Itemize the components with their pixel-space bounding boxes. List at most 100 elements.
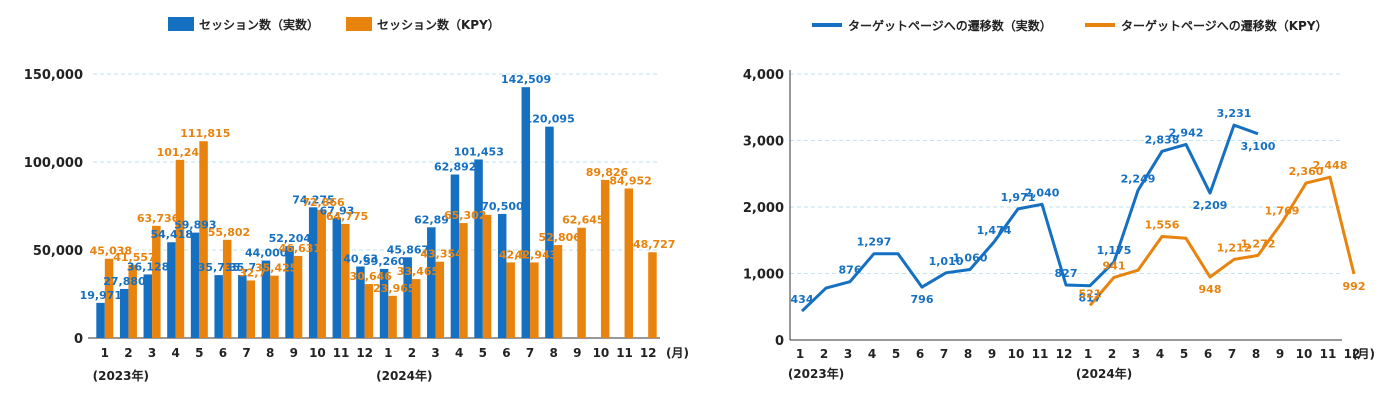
x-tick-label: 12 bbox=[640, 346, 657, 360]
data-label-actual: 59,893 bbox=[174, 219, 216, 232]
x-tick-label: 3 bbox=[844, 347, 852, 361]
x-tick-label: 9 bbox=[1276, 347, 1284, 361]
legend-label-kpy: セッション数（KPY） bbox=[377, 17, 500, 32]
x-tick-label: 5 bbox=[892, 347, 900, 361]
data-label-actual: 120,095 bbox=[525, 113, 575, 126]
data-label-actual: 62,89 bbox=[414, 213, 449, 226]
x-tick-label: 9 bbox=[573, 346, 581, 360]
x-tick-label: 2 bbox=[124, 346, 132, 360]
data-label-actual: 1,010 bbox=[929, 255, 964, 268]
y-tick-label: 50,000 bbox=[33, 244, 83, 259]
transitions-line-chart: ターゲットページへの遷移数（実数） ターゲットページへの遷移数（KPY） 0 1,00… bbox=[743, 18, 1375, 381]
year-label-2023: (2023年) bbox=[93, 368, 149, 383]
year-label-2023: (2023年) bbox=[788, 366, 844, 381]
bar-kpy bbox=[530, 262, 539, 338]
data-label-kpy: 1,212 bbox=[1217, 241, 1252, 254]
data-label-actual: 3,100 bbox=[1241, 140, 1276, 153]
bar-kpy bbox=[648, 252, 657, 338]
data-label-actual: 54,418 bbox=[150, 228, 192, 241]
bar-actual bbox=[238, 275, 247, 338]
bar-kpy bbox=[435, 261, 445, 338]
bar-kpy bbox=[222, 239, 232, 338]
data-label-kpy: 35,425 bbox=[255, 262, 297, 275]
data-label-kpy: 55,802 bbox=[208, 226, 250, 239]
bar-kpy bbox=[104, 258, 114, 338]
data-label-kpy: 89,826 bbox=[586, 166, 629, 179]
x-tick-label: 10 bbox=[1008, 347, 1025, 361]
y-tick-label: 150,000 bbox=[24, 68, 83, 83]
bar-kpy bbox=[482, 214, 492, 338]
x-tick-label: 11 bbox=[1320, 347, 1337, 361]
data-label-kpy: 41,557 bbox=[113, 251, 155, 264]
data-label-actual: 1,474 bbox=[977, 224, 1012, 237]
bar-actual bbox=[403, 257, 412, 338]
transitions-legend: ターゲットページへの遷移数（実数） ターゲットページへの遷移数（KPY） bbox=[812, 18, 1328, 33]
data-label-kpy: 521 bbox=[1079, 287, 1102, 300]
bar-kpy bbox=[459, 223, 468, 338]
data-label-kpy: 42,9 bbox=[499, 248, 526, 261]
data-label-actual: 817 bbox=[1079, 292, 1102, 305]
bar-kpy bbox=[293, 255, 303, 338]
x-tick-label: 2 bbox=[820, 347, 828, 361]
series-line-kpy bbox=[1088, 175, 1356, 307]
bar-kpy bbox=[270, 275, 279, 338]
data-label-actual: 36,128 bbox=[127, 260, 169, 273]
bar-actual bbox=[285, 246, 294, 338]
bar-kpy bbox=[175, 159, 185, 338]
y-tick-label: 1,000 bbox=[743, 268, 784, 283]
data-label-actual: 434 bbox=[791, 293, 814, 306]
x-tick-label: 11 bbox=[333, 346, 350, 360]
data-label-actual: 827 bbox=[1055, 267, 1078, 280]
x-tick-label: 4 bbox=[172, 346, 180, 360]
legend-label-kpy: ターゲットページへの遷移数（KPY） bbox=[1121, 18, 1328, 33]
x-tick-label: 6 bbox=[1204, 347, 1212, 361]
data-label-actual: 45,867 bbox=[387, 243, 429, 256]
data-label-kpy: 52,806 bbox=[538, 231, 581, 244]
data-label-kpy: 111,815 bbox=[180, 127, 230, 140]
bar-kpy bbox=[199, 141, 208, 338]
x-unit-label: (月) bbox=[666, 346, 689, 360]
x-tick-label: 4 bbox=[868, 347, 876, 361]
data-label-kpy: 32,7 bbox=[239, 266, 266, 279]
data-label-actual: 40,63 bbox=[343, 252, 378, 265]
y-tick-label: 100,000 bbox=[24, 156, 83, 171]
x-tick-label: 11 bbox=[616, 346, 633, 360]
bar-actual bbox=[545, 126, 554, 338]
x-tick-label: 1 bbox=[384, 346, 392, 360]
bar-actual bbox=[497, 213, 507, 338]
bar-kpy bbox=[364, 284, 374, 338]
x-tick-label: 6 bbox=[502, 346, 510, 360]
x-tick-label: 5 bbox=[1180, 347, 1188, 361]
data-label-actual: 44,000 bbox=[245, 247, 288, 260]
data-label-kpy: 65,302 bbox=[444, 209, 486, 222]
bar-kpy bbox=[600, 179, 610, 338]
data-label-actual: 2,209 bbox=[1193, 199, 1228, 212]
x-tick-label: 7 bbox=[242, 346, 250, 360]
data-label-actual: 3,231 bbox=[1217, 107, 1252, 120]
data-label-kpy: 2,360 bbox=[1289, 165, 1324, 178]
y-tick-label: 3,000 bbox=[743, 135, 784, 150]
data-label-kpy: 992 bbox=[1343, 280, 1366, 293]
x-tick-label: 8 bbox=[1252, 347, 1260, 361]
x-tick-label: 8 bbox=[964, 347, 972, 361]
data-label-kpy: 84,952 bbox=[609, 174, 651, 187]
x-tick-label: 10 bbox=[309, 346, 326, 360]
data-label-actual: 2,838 bbox=[1145, 133, 1180, 146]
data-label-actual: 74,275 bbox=[292, 193, 334, 206]
data-label-actual: 35,735 bbox=[198, 261, 240, 274]
bar-actual bbox=[261, 260, 271, 338]
x-tick-label: 9 bbox=[290, 346, 298, 360]
data-label-kpy: 46,631 bbox=[279, 242, 321, 255]
y-tick-label: 0 bbox=[74, 332, 83, 347]
x-tick-label: 5 bbox=[195, 346, 203, 360]
data-label-actual: 35,7 bbox=[229, 261, 256, 274]
x-tick-label: 10 bbox=[593, 346, 610, 360]
bar-kpy bbox=[577, 227, 586, 338]
x-tick-label: 7 bbox=[940, 347, 948, 361]
x-tick-label: 8 bbox=[266, 346, 274, 360]
year-label-2024: (2024年) bbox=[376, 368, 432, 383]
bar-actual bbox=[521, 87, 531, 338]
data-label-kpy: 33,465 bbox=[397, 265, 439, 278]
x-tick-label: 8 bbox=[550, 346, 558, 360]
x-tick-label: 7 bbox=[1228, 347, 1236, 361]
